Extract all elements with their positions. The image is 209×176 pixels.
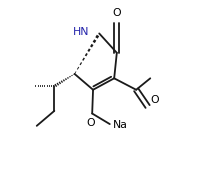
Text: O: O xyxy=(86,118,95,128)
Text: Na: Na xyxy=(113,120,128,130)
Text: O: O xyxy=(151,95,159,105)
Text: HN: HN xyxy=(73,27,89,37)
Text: O: O xyxy=(112,8,121,18)
